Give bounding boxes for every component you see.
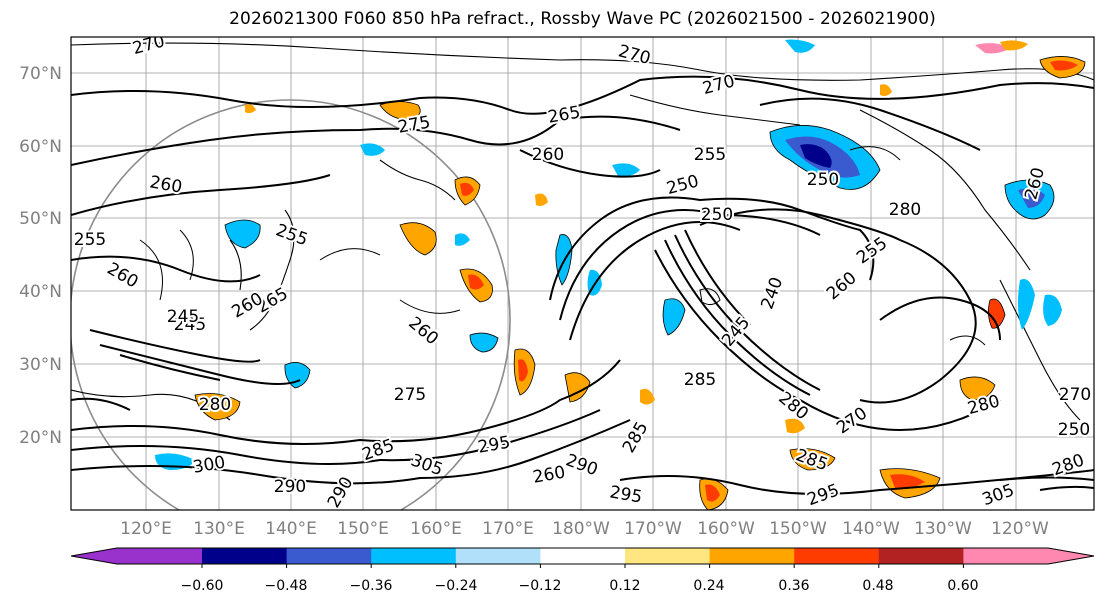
- lon-label: 120°W: [991, 519, 1049, 539]
- lon-label: 170°W: [624, 519, 682, 539]
- contour-label: 250: [701, 205, 733, 225]
- gridlines: [71, 37, 1094, 510]
- colorbar-tick-labels: −0.60 −0.48 −0.36 −0.24 −0.12 0.12 0.24 …: [181, 578, 979, 594]
- lon-label: 120°E: [120, 519, 172, 539]
- contour-label-halo: 250: [701, 205, 733, 225]
- colorbar-tick-label: 0.24: [693, 578, 724, 594]
- contour-label: 250: [1058, 420, 1090, 440]
- contour-label: 275: [394, 385, 426, 405]
- lat-label: 70°N: [19, 64, 62, 84]
- contour-label-halo: 275: [394, 385, 426, 405]
- contour-label-halo: 255: [694, 145, 726, 165]
- contour-label: 285: [684, 370, 716, 390]
- colorbar-segment: [371, 548, 457, 564]
- contour-label: 260: [532, 145, 564, 165]
- contour-label-halo: 250: [1058, 420, 1090, 440]
- lon-label: 180°W: [552, 519, 610, 539]
- colorbar-segment: [709, 548, 795, 564]
- contour-label-halo: 245: [174, 315, 206, 335]
- contour-label: 280: [889, 200, 921, 220]
- lat-label: 60°N: [19, 137, 62, 157]
- lon-label: 130°W: [914, 519, 972, 539]
- contour-label-halo: 285: [684, 370, 716, 390]
- colorbar-tick-label: 0.12: [609, 578, 640, 594]
- colorbar-segment: [540, 548, 626, 564]
- contour-label: 270: [1059, 385, 1091, 405]
- lon-label: 150°E: [337, 519, 389, 539]
- contour-label-halo: 280: [199, 395, 231, 415]
- coastlines: [71, 42, 1094, 421]
- negative-anomaly-shading: [155, 39, 1062, 470]
- colorbar: [70, 547, 1095, 568]
- contour-label-halo: 250: [807, 170, 839, 190]
- lon-label: 140°W: [842, 519, 900, 539]
- lat-label: 20°N: [19, 428, 62, 448]
- positive-anomaly-shading: [194, 40, 1086, 510]
- reference-circle: [71, 99, 511, 510]
- colorbar-segment: [286, 548, 372, 564]
- colorbar-tick-label: −0.60: [181, 578, 224, 594]
- colorbar-tick-label: −0.48: [265, 578, 308, 594]
- contour-label-halo: 255: [74, 230, 106, 250]
- colorbar-tick-label: 0.36: [778, 578, 809, 594]
- contour-label: 255: [694, 145, 726, 165]
- contour-label-halo: 245: [167, 307, 199, 327]
- contour-label-halo: 280: [889, 200, 921, 220]
- map-title: 2026021300 F060 850 hPa refract., Rossby…: [229, 9, 936, 29]
- colorbar-segment: [963, 548, 1048, 564]
- lon-label: 150°W: [769, 519, 827, 539]
- colorbar-tick-label: 0.48: [862, 578, 893, 594]
- contour-label-halo: 260: [532, 145, 564, 165]
- colorbar-tick-label: −0.12: [519, 578, 562, 594]
- map-border: [70, 36, 1095, 511]
- lat-label: 30°N: [19, 355, 62, 375]
- contour-label: 245: [174, 315, 206, 335]
- colorbar-extend-low: [71, 548, 117, 564]
- colorbar-segment: [455, 548, 541, 564]
- contour-label: 245: [167, 307, 199, 327]
- contour-label-halo: 270: [1059, 385, 1091, 405]
- colorbar-segment: [878, 548, 964, 564]
- colorbar-segment: [794, 548, 880, 564]
- contour-label: 250: [807, 170, 839, 190]
- lon-label: 140°E: [265, 519, 317, 539]
- colorbar-tick-label: −0.36: [350, 578, 393, 594]
- longitude-labels: 120°E 130°E 140°E 150°E 160°E 170°E 180°…: [120, 519, 1049, 539]
- colorbar-tick-label: −0.24: [435, 578, 478, 594]
- lat-label: 40°N: [19, 282, 62, 302]
- colorbar-segment: [117, 548, 202, 564]
- lat-label: 50°N: [19, 209, 62, 229]
- latitude-labels: 70°N 60°N 50°N 40°N 30°N 20°N: [19, 64, 62, 448]
- contour-label-halo: 290: [274, 477, 306, 497]
- lon-label: 160°E: [410, 519, 462, 539]
- lon-label: 170°E: [482, 519, 534, 539]
- colorbar-outline: [70, 547, 1095, 565]
- colorbar-tick-label: 0.60: [947, 578, 978, 594]
- thin-contours: [139, 146, 986, 346]
- contour-label: 255: [74, 230, 106, 250]
- refractivity-contours: [71, 75, 1094, 495]
- lon-label: 160°W: [697, 519, 755, 539]
- contour-label: 290: [274, 477, 306, 497]
- lon-label: 130°E: [193, 519, 245, 539]
- contour-label: 280: [199, 395, 231, 415]
- colorbar-segment: [625, 548, 711, 564]
- colorbar-extend-high: [1048, 548, 1094, 564]
- colorbar-segment: [202, 548, 288, 564]
